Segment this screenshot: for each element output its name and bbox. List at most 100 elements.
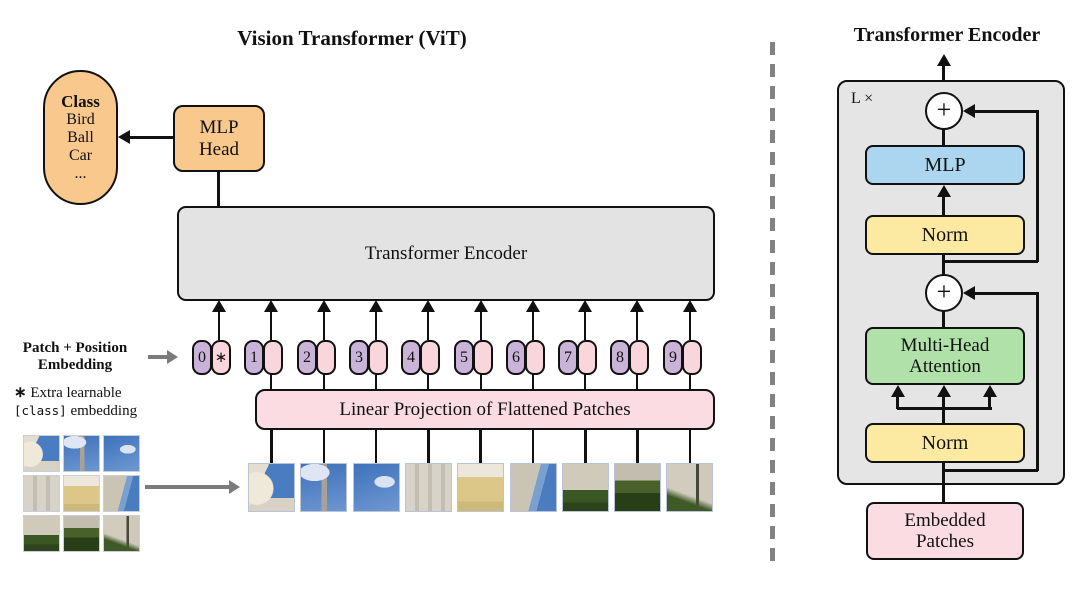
arrow-up-icon (526, 300, 540, 312)
class-token-footnote: ∗ Extra learnable [class] embedding (14, 383, 137, 420)
attention-input-left-line (896, 396, 899, 409)
norm-to-mlp-line (942, 195, 945, 216)
arrow-up-icon (317, 300, 331, 312)
class-item-ball: Ball (67, 129, 94, 147)
norm-top-label: Norm (921, 223, 969, 246)
arrow-left-icon (963, 104, 975, 118)
embedded-patches-block: Embedded Patches (866, 502, 1024, 560)
position-embedding-pill-3: 3 (349, 340, 369, 375)
plus-icon: + (936, 95, 952, 124)
multi-head-attention-block: Multi-Head Attention (865, 327, 1025, 385)
arrow-right-gray-icon (167, 350, 178, 364)
arrow-up-icon (369, 300, 383, 312)
lower-residual-tap (943, 469, 1038, 472)
image-patch-dome-and-sky (248, 463, 295, 512)
class-output-capsule: Class Bird Ball Car ... (43, 70, 118, 205)
linear-projection-label: Linear Projection of Flattened Patches (339, 398, 631, 420)
left-diagram-title: Vision Transformer (ViT) (237, 26, 467, 50)
patch-to-projection-line-8 (688, 429, 692, 464)
upper-residual-tap (943, 260, 1038, 263)
grid-patch-white-facade (23, 475, 60, 512)
position-embedding-pill-0: 0 (192, 340, 212, 375)
grid-to-patches-line (145, 485, 230, 489)
grid-patch-facade-and-sky (103, 475, 140, 512)
footnote-text-line2: embedding (70, 403, 138, 419)
grid-patch-street-and-tree (103, 515, 140, 552)
dashed-divider (770, 42, 775, 564)
arrow-left-icon (963, 286, 975, 300)
encoder-to-mlp-head-line (217, 171, 220, 207)
residual-add-circle-bottom: + (925, 274, 963, 312)
mlp-block-label: MLP (924, 153, 966, 176)
class-heading: Class (61, 92, 100, 112)
class-item-bird: Bird (66, 111, 95, 129)
position-embedding-pill-4: 4 (401, 340, 421, 375)
image-patch-facade-and-sky (509, 463, 557, 512)
token-to-encoder-line-5 (479, 311, 483, 340)
grid-patch-tower-and-sky (63, 435, 100, 472)
lower-residual-vertical (1036, 292, 1039, 471)
right-diagram-title: Transformer Encoder (853, 24, 1041, 46)
token-to-encoder-line-7 (583, 311, 587, 340)
patch-embedding-pill-6 (525, 340, 545, 375)
arrow-up-icon (891, 385, 905, 397)
arrow-up-icon (421, 300, 435, 312)
projection-to-token-line-6 (531, 374, 535, 390)
position-embedding-pill-1: 1 (244, 340, 264, 375)
patch-to-projection-line-5 (531, 429, 535, 464)
mlp-head-line1: MLP (199, 117, 239, 139)
norm-to-plus-line (942, 254, 945, 275)
projection-to-token-line-5 (479, 374, 483, 390)
arrow-left-icon (118, 130, 130, 144)
arrow-up-icon (630, 300, 644, 312)
patch-to-projection-line-7 (636, 429, 639, 464)
token-pair-2: 2 (297, 340, 336, 375)
patch-position-embedding-label: Patch + Position Embedding (4, 340, 146, 374)
grid-patch-dome-and-sky (23, 435, 60, 472)
embedding-label-line1: Patch + Position (22, 340, 128, 356)
image-patch-building-and-hedge (561, 463, 609, 512)
linear-projection-box: Linear Projection of Flattened Patches (255, 389, 715, 430)
footnote-star: ∗ (14, 385, 27, 401)
token-pair-6: 6 (506, 340, 545, 375)
token-pair-8: 8 (610, 340, 649, 375)
class-token-pill: ∗ (211, 340, 231, 375)
attention-input-bar (897, 407, 992, 410)
position-embedding-pill-6: 6 (506, 340, 526, 375)
token-pair-5: 5 (454, 340, 493, 375)
patch-to-projection-line-6 (584, 429, 587, 464)
patch-embedding-pill-3 (368, 340, 388, 375)
patch-embedding-pill-2 (316, 340, 336, 375)
norm-block-bottom: Norm (865, 423, 1025, 463)
image-patch-hedge (614, 463, 662, 512)
token-to-encoder-line-0 (217, 311, 221, 340)
arrow-up-icon (983, 385, 997, 397)
projection-to-token-line-8 (635, 374, 639, 390)
token-pair-9: 9 (663, 340, 702, 375)
loop-count-label: L × (851, 90, 874, 107)
position-embedding-pill-7: 7 (558, 340, 578, 375)
projection-to-token-line-4 (426, 374, 430, 390)
class-item-car: Car (68, 147, 93, 165)
token-to-encoder-line-8 (635, 311, 639, 340)
embedded-patches-line2: Patches (915, 531, 975, 552)
arrow-up-icon (474, 300, 488, 312)
lower-residual-horizontal (973, 292, 1038, 295)
token-pair-7: 7 (558, 340, 597, 375)
mlp-head-box: MLP Head (173, 105, 265, 172)
image-patch-yellow-facade (457, 463, 505, 512)
patch-embedding-pill-1 (263, 340, 283, 375)
arrow-up-icon (212, 300, 226, 312)
transformer-encoder-box: Transformer Encoder (177, 206, 715, 301)
token-to-encoder-line-6 (531, 311, 535, 340)
token-to-encoder-line-4 (426, 311, 430, 340)
embedded-patches-line1: Embedded (904, 509, 986, 531)
patch-embedding-pill-9 (682, 340, 702, 375)
attention-input-right-line (988, 396, 991, 409)
position-embedding-pill-9: 9 (663, 340, 683, 375)
embedding-label-line2: Embedding (37, 357, 113, 373)
image-patch-sky (352, 463, 400, 512)
patch-to-projection-line-2 (374, 429, 378, 464)
patch-to-projection-line-4 (479, 429, 482, 464)
